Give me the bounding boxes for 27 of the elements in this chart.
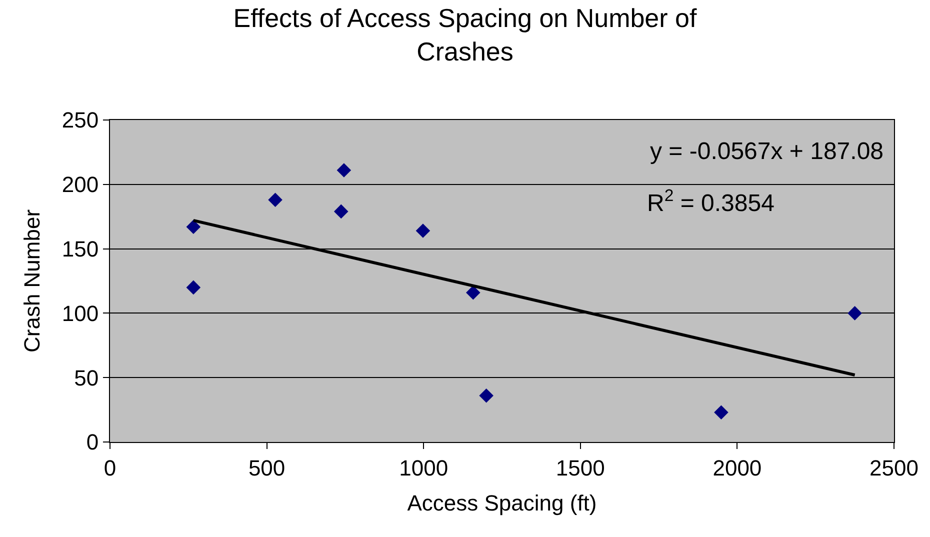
point xyxy=(268,192,282,208)
y-tick-label: 250 xyxy=(62,108,99,133)
point xyxy=(334,204,348,219)
chart-title: Effects of Access Spacing on Number of Crashes xyxy=(233,2,698,67)
y-tick-label: 150 xyxy=(62,236,99,262)
y-tick-label: 50 xyxy=(74,365,99,390)
point xyxy=(479,388,494,403)
x-axis-title: Access Spacing (ft) xyxy=(407,490,597,516)
point xyxy=(714,405,728,420)
point xyxy=(186,220,201,234)
point xyxy=(186,280,201,295)
x-tick-label: 0 xyxy=(104,455,116,480)
annotation: y = -0.0567x + 187.08 xyxy=(650,138,884,165)
point xyxy=(848,306,862,320)
x-tick-label: 1000 xyxy=(399,455,448,480)
y-axis-title: Crash Number xyxy=(20,209,45,353)
x-tick-label: 1500 xyxy=(556,455,605,480)
point xyxy=(416,224,430,238)
point xyxy=(466,285,480,300)
y-tick-label: 200 xyxy=(62,172,99,198)
x-tick-label: 500 xyxy=(248,455,286,480)
point xyxy=(336,163,352,178)
x-tick-label: 2500 xyxy=(870,455,918,480)
y-tick-label: 100 xyxy=(62,300,99,326)
x-tick-label: 2000 xyxy=(712,455,762,480)
y-tick-label: 0 xyxy=(86,430,99,455)
annotation: R$^{2}$ = 0.3854 xyxy=(647,186,774,218)
